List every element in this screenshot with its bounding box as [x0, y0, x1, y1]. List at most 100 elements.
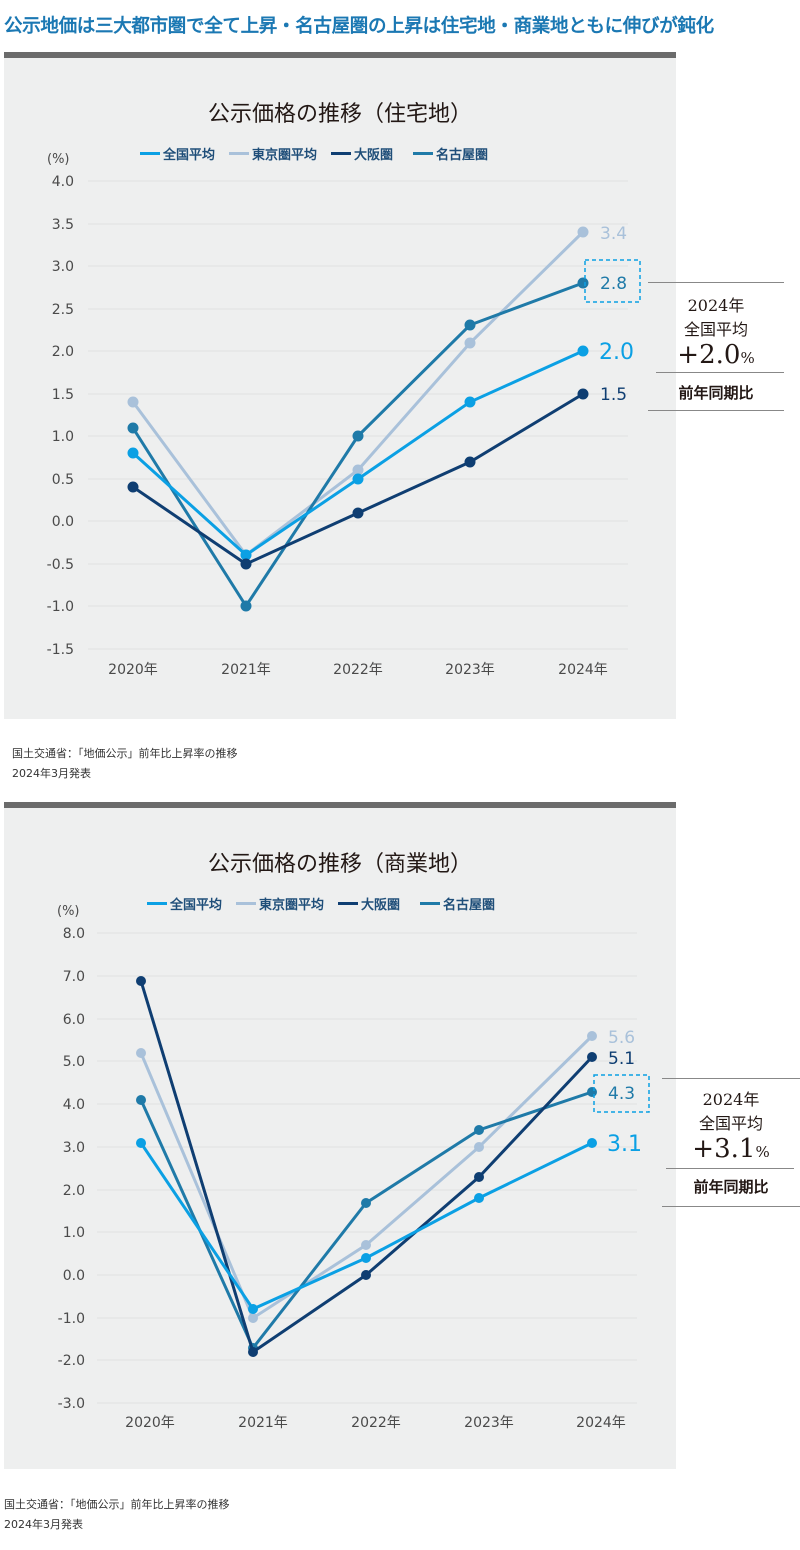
source-note: 国土交通省：「地価公示」前年比上昇率の推移 2024年3月発表: [4, 1498, 230, 1531]
series-tokyo: [127, 226, 589, 561]
chart-title: 公示価格の推移（住宅地）: [207, 102, 472, 127]
svg-text:3.0: 3.0: [52, 259, 74, 275]
legend-swatch: [338, 902, 359, 905]
svg-text:2020年: 2020年: [108, 662, 158, 678]
legend-item-osaka: 大阪圏: [338, 894, 400, 913]
end-label-nagoya: 4.3: [608, 1084, 635, 1104]
svg-text:1.5: 1.5: [52, 387, 74, 403]
callout-note: 前年同期比: [678, 384, 754, 402]
series-national: [127, 345, 589, 561]
svg-text:0.0: 0.0: [63, 1268, 85, 1284]
end-label-osaka: 5.1: [608, 1049, 635, 1069]
svg-text:2023年: 2023年: [445, 662, 495, 678]
callout-value: +2.0%: [677, 340, 755, 370]
svg-text:-3.0: -3.0: [58, 1396, 85, 1412]
chart-legend: 全国平均 東京圏平均 大阪圏 名古屋圏: [147, 894, 495, 913]
callout-year: 2024年: [687, 296, 745, 315]
svg-text:2022年: 2022年: [351, 1415, 401, 1431]
svg-text:-1.0: -1.0: [47, 599, 74, 615]
legend-swatch: [413, 152, 434, 155]
svg-text:2.0: 2.0: [52, 344, 74, 360]
legend-item-national: 全国平均: [140, 144, 215, 163]
legend-swatch: [420, 902, 441, 905]
chart-legend: 全国平均 東京圏平均 大阪圏 名古屋圏: [140, 144, 488, 163]
svg-text:1.0: 1.0: [63, 1225, 85, 1241]
svg-text:2024年: 2024年: [558, 662, 608, 678]
commercial-line-chart: (%) 8.0 7.0 6.0 5.0 4.0 3.0 2.0 1.0 0.0 …: [57, 904, 650, 1431]
callout-year: 2024年: [702, 1090, 760, 1109]
divider: [662, 1206, 800, 1207]
residential-chart-panel: 公示価格の推移（住宅地） 全国平均 東京圏平均 大阪圏 名古屋圏: [4, 52, 676, 719]
svg-text:-1.0: -1.0: [58, 1311, 85, 1327]
legend-swatch: [140, 152, 160, 155]
svg-text:2020年: 2020年: [125, 1415, 175, 1431]
end-label-national: 3.1: [607, 1132, 642, 1157]
y-axis-ticks: 8.0 7.0 6.0 5.0 4.0 3.0 2.0 1.0 0.0 -1.0…: [58, 926, 85, 1412]
callout-note: 前年同期比: [693, 1178, 769, 1196]
grid-lines: [97, 932, 637, 1404]
svg-text:0.5: 0.5: [52, 472, 74, 488]
svg-text:3.5: 3.5: [52, 217, 74, 233]
commercial-chart-panel: 公示価格の推移（商業地） 全国平均 東京圏平均 大阪圏 名古屋圏: [4, 802, 676, 1469]
legend-swatch: [147, 902, 167, 905]
national-average-callout: 2024年 全国平均 +2.0% 前年同期比: [648, 282, 784, 412]
svg-text:3.0: 3.0: [63, 1140, 85, 1156]
legend-item-tokyo: 東京圏平均: [229, 144, 317, 163]
callout-label: 全国平均: [698, 1114, 763, 1133]
series-osaka: [136, 976, 597, 1357]
legend-swatch: [331, 152, 352, 155]
svg-text:2.0: 2.0: [63, 1183, 85, 1199]
highlight-box: [593, 1074, 650, 1113]
svg-text:-0.5: -0.5: [47, 557, 74, 573]
series-osaka: [127, 388, 589, 570]
svg-text:-1.5: -1.5: [47, 642, 74, 658]
svg-text:2021年: 2021年: [238, 1415, 288, 1431]
series-national: [136, 1138, 597, 1314]
end-label-osaka: 1.5: [600, 385, 627, 405]
callout-value: +3.1%: [692, 1134, 770, 1164]
svg-text:2.5: 2.5: [52, 302, 74, 318]
national-average-callout: 2024年 全国平均 +3.1% 前年同期比: [662, 1078, 800, 1208]
svg-text:0.0: 0.0: [52, 514, 74, 530]
legend-item-osaka: 大阪圏: [331, 144, 393, 163]
y-axis-ticks: 4.0 3.5 3.0 2.5 2.0 1.5 1.0 0.5 0.0 -0.5…: [47, 174, 74, 658]
callout-label: 全国平均: [683, 320, 748, 339]
grid-lines: [88, 180, 628, 650]
residential-line-chart: (%) 4.0 3.5 3.0 2.5 2.0 1.5 1.0 0.5 0.0 …: [47, 152, 641, 678]
y-axis-unit: (%): [57, 904, 80, 919]
svg-text:4.0: 4.0: [52, 174, 74, 190]
divider: [666, 1168, 794, 1169]
svg-text:4.0: 4.0: [63, 1097, 85, 1113]
legend-item-nagoya: 名古屋圏: [420, 894, 495, 913]
end-label-national: 2.0: [599, 340, 634, 365]
series-nagoya: [127, 277, 589, 612]
svg-text:5.0: 5.0: [63, 1054, 85, 1070]
legend-swatch: [229, 152, 250, 155]
divider: [648, 282, 784, 283]
svg-text:-2.0: -2.0: [58, 1353, 85, 1369]
legend-item-nagoya: 名古屋圏: [413, 144, 488, 163]
svg-text:7.0: 7.0: [63, 969, 85, 985]
divider: [662, 1078, 800, 1079]
x-axis-ticks: 2020年 2021年 2022年 2023年 2024年: [108, 662, 608, 678]
svg-text:2021年: 2021年: [221, 662, 271, 678]
legend-swatch: [236, 902, 257, 905]
svg-text:1.0: 1.0: [52, 429, 74, 445]
end-label-nagoya: 2.8: [600, 274, 627, 294]
end-label-tokyo: 5.6: [608, 1028, 635, 1048]
chart-title: 公示価格の推移（商業地）: [207, 852, 472, 877]
svg-text:2022年: 2022年: [333, 662, 383, 678]
legend-item-tokyo: 東京圏平均: [236, 894, 324, 913]
end-label-tokyo: 3.4: [600, 224, 627, 244]
divider: [656, 372, 784, 373]
divider: [648, 410, 784, 411]
svg-text:2023年: 2023年: [464, 1415, 514, 1431]
x-axis-ticks: 2020年 2021年 2022年 2023年 2024年: [125, 1415, 626, 1431]
legend-item-national: 全国平均: [147, 894, 222, 913]
svg-text:2024年: 2024年: [576, 1415, 626, 1431]
svg-text:6.0: 6.0: [63, 1012, 85, 1028]
svg-text:8.0: 8.0: [63, 926, 85, 942]
page-headline: 公示地価は三大都市圏で全て上昇・名古屋圏の上昇は住宅地・商業地ともに伸びが鈍化: [4, 16, 714, 37]
y-axis-unit: (%): [47, 152, 70, 167]
source-note: 国土交通省：「地価公示」前年比上昇率の推移 2024年3月発表: [12, 747, 238, 780]
